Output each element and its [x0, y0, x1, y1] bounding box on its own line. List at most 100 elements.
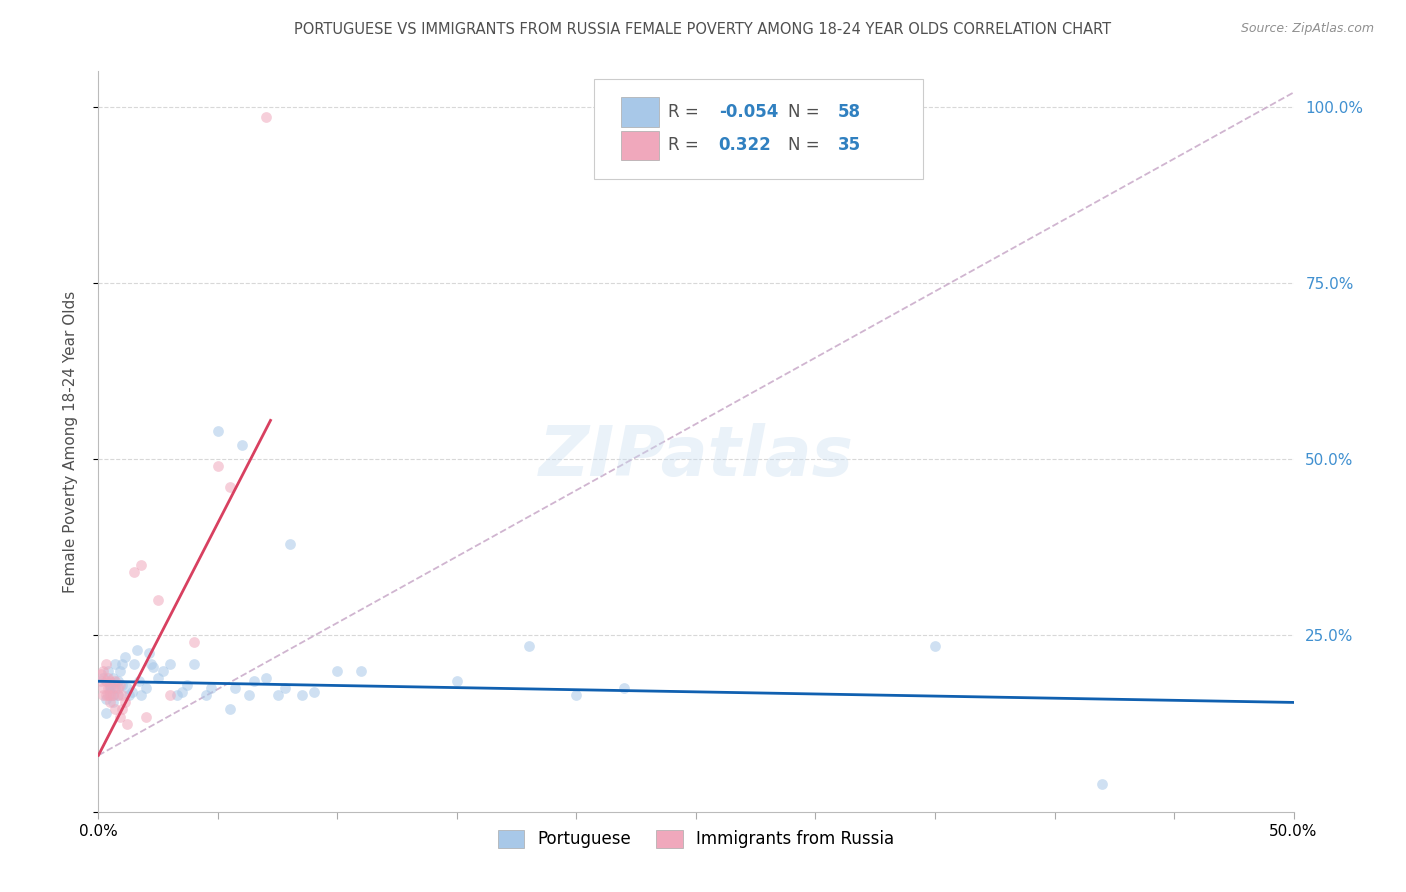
Point: [125, 642, 148, 657]
Point: [131, 558, 153, 572]
Point: [254, 110, 277, 124]
Point: [172, 685, 194, 699]
Point: [243, 674, 266, 689]
Point: [517, 639, 540, 653]
Point: [238, 689, 260, 703]
Point: [159, 689, 181, 703]
Text: 35: 35: [838, 136, 862, 154]
Point: [274, 681, 297, 696]
Point: [135, 709, 157, 723]
Point: [98, 681, 122, 696]
Point: [207, 424, 229, 438]
FancyBboxPatch shape: [595, 78, 922, 178]
Point: [94, 657, 117, 671]
Point: [1091, 776, 1114, 790]
Point: [121, 685, 143, 699]
Point: [128, 674, 150, 689]
Point: [176, 678, 198, 692]
Text: R =: R =: [668, 103, 704, 121]
Point: [924, 639, 946, 653]
Text: 58: 58: [838, 103, 862, 121]
Point: [131, 689, 153, 703]
Point: [148, 593, 170, 607]
Point: [124, 657, 146, 671]
Point: [107, 674, 129, 689]
Point: [101, 671, 124, 685]
Point: [91, 664, 114, 678]
Point: [97, 664, 120, 678]
FancyBboxPatch shape: [620, 130, 659, 161]
Point: [278, 537, 301, 551]
Point: [148, 671, 170, 685]
Point: [91, 689, 114, 703]
Point: [291, 689, 314, 703]
Text: Source: ZipAtlas.com: Source: ZipAtlas.com: [1240, 22, 1374, 36]
Point: [101, 681, 124, 696]
Point: [166, 689, 188, 703]
Point: [94, 689, 117, 703]
Point: [115, 716, 138, 731]
Point: [111, 702, 134, 716]
Point: [90, 667, 112, 681]
Point: [152, 664, 174, 678]
Text: PORTUGUESE VS IMMIGRANTS FROM RUSSIA FEMALE POVERTY AMONG 18-24 YEAR OLDS CORREL: PORTUGUESE VS IMMIGRANTS FROM RUSSIA FEM…: [294, 22, 1112, 37]
Point: [224, 681, 246, 696]
Point: [98, 689, 122, 703]
Point: [98, 685, 122, 699]
Point: [207, 459, 229, 474]
Text: -0.054: -0.054: [718, 103, 778, 121]
Point: [104, 702, 127, 716]
Point: [107, 689, 129, 703]
Point: [254, 671, 277, 685]
Text: N =: N =: [787, 103, 825, 121]
Point: [267, 689, 290, 703]
Point: [350, 664, 373, 678]
Text: 0.322: 0.322: [718, 136, 772, 154]
Point: [195, 689, 218, 703]
Point: [613, 681, 636, 696]
Text: ZIPatlas: ZIPatlas: [538, 423, 853, 490]
Point: [108, 678, 131, 692]
Point: [219, 480, 242, 494]
Point: [114, 649, 136, 664]
Point: [565, 689, 588, 703]
Point: [200, 681, 222, 696]
Point: [326, 664, 349, 678]
Text: R =: R =: [668, 136, 704, 154]
Legend: Portuguese, Immigrants from Russia: Portuguese, Immigrants from Russia: [489, 822, 903, 856]
Point: [111, 689, 134, 703]
Point: [94, 674, 117, 689]
Point: [108, 664, 131, 678]
Point: [101, 689, 124, 703]
Point: [90, 674, 112, 689]
Point: [107, 689, 129, 703]
Point: [159, 657, 181, 671]
Point: [139, 657, 162, 671]
Point: [101, 695, 124, 709]
Y-axis label: Female Poverty Among 18-24 Year Olds: Female Poverty Among 18-24 Year Olds: [63, 291, 77, 592]
Point: [94, 692, 117, 706]
Point: [101, 689, 124, 703]
Point: [115, 681, 138, 696]
Point: [124, 565, 146, 579]
Text: N =: N =: [787, 136, 825, 154]
Point: [104, 681, 127, 696]
Point: [183, 635, 205, 649]
Point: [98, 695, 122, 709]
Point: [91, 681, 114, 696]
Point: [94, 706, 117, 720]
Point: [98, 678, 122, 692]
Point: [97, 689, 120, 703]
Point: [97, 671, 120, 685]
Point: [111, 657, 134, 671]
Point: [114, 695, 136, 709]
Point: [98, 674, 122, 689]
Point: [219, 702, 242, 716]
Point: [118, 689, 141, 703]
Point: [138, 646, 160, 660]
Point: [104, 674, 127, 689]
Point: [108, 709, 131, 723]
Point: [446, 674, 468, 689]
Point: [183, 657, 205, 671]
Point: [111, 678, 134, 692]
